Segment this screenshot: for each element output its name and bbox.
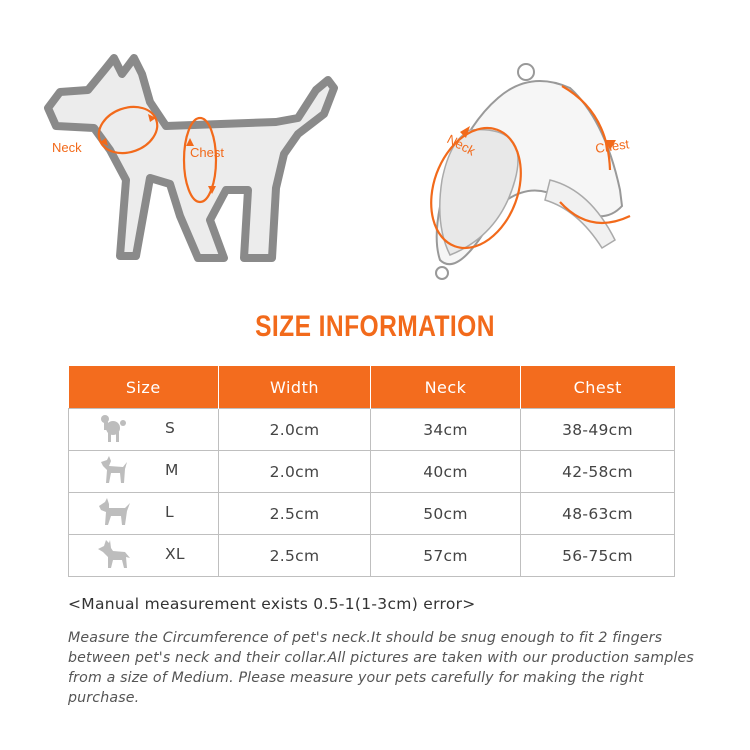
poodle-icon [101, 415, 126, 442]
harness-chest-label: Chest [594, 136, 630, 156]
table-row: XL 2.5cm 57cm 56-75cm [68, 534, 675, 577]
neck-cell: 50cm [370, 492, 521, 535]
chest-cell: 38-49cm [520, 408, 675, 451]
size-label: L [165, 503, 174, 521]
table-row: L 2.5cm 50cm 48-63cm [68, 492, 675, 535]
size-cell: XL [68, 534, 219, 577]
bull-terrier-icon [99, 498, 130, 525]
size-table: Size Width Neck Chest S 2.0cm 34cm 38-49… [68, 366, 675, 577]
neck-cell: 40cm [370, 450, 521, 493]
dog-neck-label: Neck [52, 140, 82, 155]
width-cell: 2.5cm [218, 492, 371, 535]
dog-outline-icon: Neck Chest [44, 54, 338, 262]
header-width: Width [218, 366, 371, 409]
measurement-description: Measure the Circumference of pet's neck.… [68, 630, 694, 706]
table-row: M 2.0cm 40cm 42-58cm [68, 450, 675, 493]
size-cell: M [68, 450, 219, 493]
size-label: S [165, 419, 176, 437]
width-cell: 2.0cm [218, 450, 371, 493]
width-cell: 2.0cm [218, 408, 371, 451]
size-label: M [165, 461, 179, 479]
shepherd-dog-icon [98, 540, 130, 568]
neck-cell: 57cm [370, 534, 521, 577]
table-header-row: Size Width Neck Chest [68, 366, 675, 409]
chest-cell: 56-75cm [520, 534, 675, 577]
size-cell: S [68, 408, 219, 451]
measurement-illustration: Neck Chest Neck Chest [44, 54, 631, 280]
dog-chest-label: Chest [190, 145, 224, 160]
width-cell: 2.5cm [218, 534, 371, 577]
neck-cell: 34cm [370, 408, 521, 451]
chest-cell: 42-58cm [520, 450, 675, 493]
small-dog-icon [101, 456, 127, 483]
chest-cell: 48-63cm [520, 492, 675, 535]
table-row: S 2.0cm 34cm 38-49cm [68, 408, 675, 451]
harness-icon: Neck Chest [430, 63, 631, 280]
size-label: XL [165, 545, 185, 563]
page-title: SIZE INFORMATION [255, 310, 495, 343]
size-cell: L [68, 492, 219, 535]
measurement-error-note: <Manual measurement exists 0.5-1(1-3cm) … [68, 595, 476, 613]
header-neck: Neck [370, 366, 521, 409]
header-size: Size [68, 366, 219, 409]
header-chest: Chest [520, 366, 675, 409]
